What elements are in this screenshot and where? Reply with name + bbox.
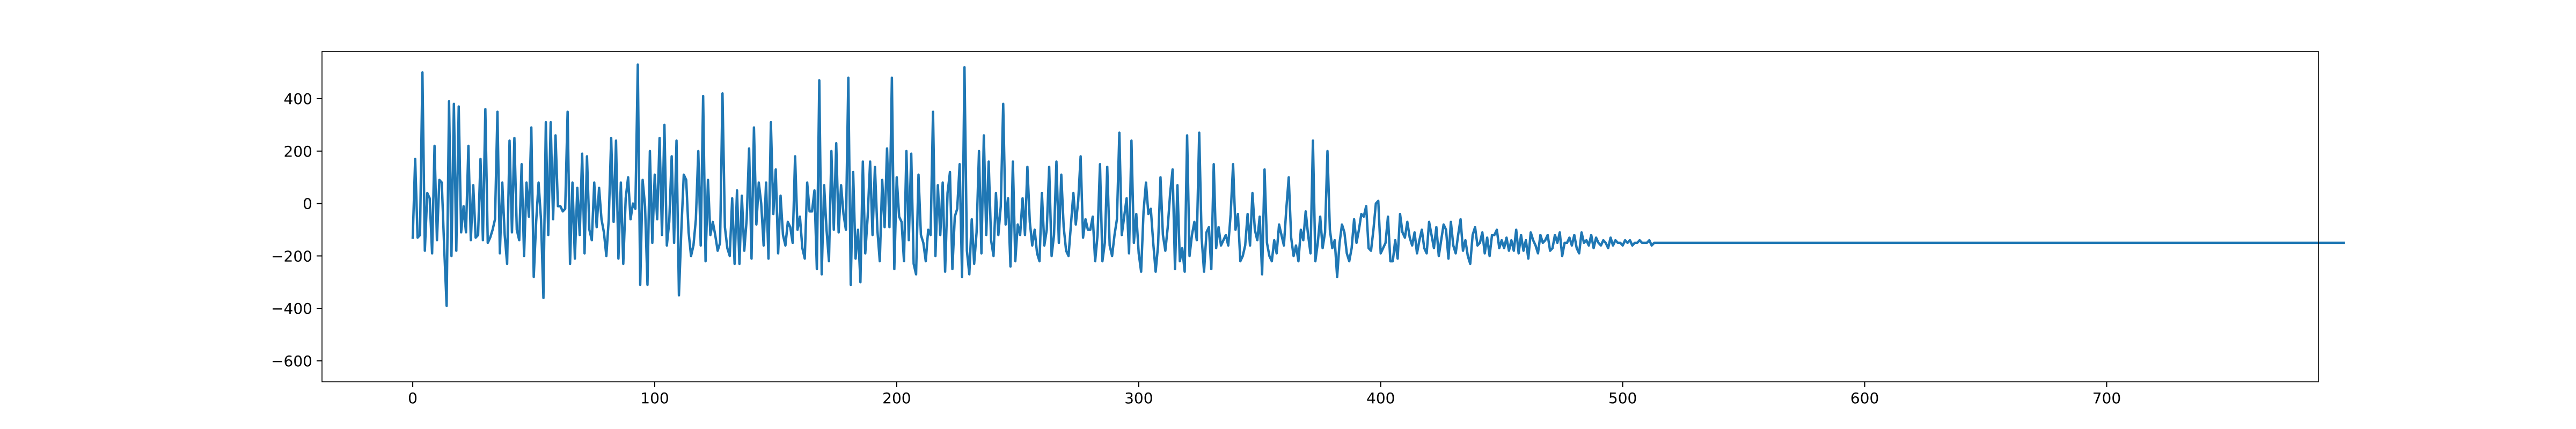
y-tick-label: 0: [303, 195, 312, 213]
x-tick-label: 200: [882, 389, 911, 407]
x-axis: 0 100 200 300 400 500 600 700: [408, 382, 2121, 407]
x-tick-label: 100: [640, 389, 669, 407]
y-tick-label: −600: [271, 352, 312, 370]
x-tick-label: 600: [1850, 389, 1879, 407]
y-axis: −600 −400 −200 0 200 400: [271, 90, 322, 370]
plot-area: [411, 63, 2345, 307]
x-tick-label: 700: [2092, 389, 2121, 407]
y-tick-label: −400: [271, 300, 312, 317]
axes-frame: [321, 51, 2319, 382]
x-tick-label: 300: [1124, 389, 1153, 407]
x-tick-label: 400: [1366, 389, 1395, 407]
y-tick-label: −200: [271, 247, 312, 265]
x-tick-label: 0: [408, 389, 418, 407]
x-tick-label: 500: [1608, 389, 1637, 407]
y-tick-label: 400: [284, 90, 312, 108]
series-line-1: [411, 63, 2345, 307]
y-tick-label: 200: [284, 143, 312, 160]
